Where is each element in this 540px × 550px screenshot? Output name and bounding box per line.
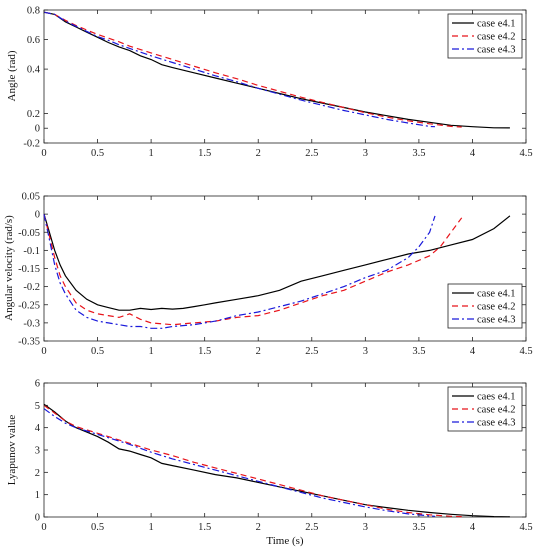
y-tick-label: 0.2 (27, 109, 40, 120)
y-tick-label: -0.2 (23, 139, 40, 150)
y-tick-label: 0.4 (27, 65, 41, 76)
ylabel-lyapunov: Lyapunov value (6, 415, 18, 486)
y-tick-label: 0.8 (27, 6, 40, 17)
legend-label: case e4.1 (477, 289, 515, 300)
plot-frame-angle (43, 9, 527, 144)
series-line-case-e4-1 (43, 213, 511, 311)
x-tick-label: 0 (41, 522, 46, 533)
x-tick-label: 2 (256, 346, 261, 357)
series-line-case-e4-1 (43, 11, 510, 129)
series-line-case-e4-2 (43, 11, 462, 128)
y-tick-label: 4 (35, 423, 41, 434)
legend-label: case e4.3 (477, 418, 515, 429)
series-line-case-e4-2 (43, 404, 462, 518)
x-tick-label: 3 (363, 346, 368, 357)
y-tick-label: 0 (35, 124, 40, 135)
legend-box (447, 386, 523, 432)
legend-box (447, 13, 523, 59)
x-tick-label: 1 (148, 522, 153, 533)
x-tick-label: 4 (470, 148, 476, 159)
xlabel-time: Time (s) (266, 535, 304, 547)
y-tick-label: -0.35 (18, 337, 40, 348)
series-line-caes-e4-1 (43, 403, 510, 518)
x-tick-label: 2.5 (305, 522, 318, 533)
x-tick-label: 4.5 (519, 346, 532, 357)
series-line-case-e4-2 (43, 213, 463, 326)
y-tick-label: -0.05 (18, 228, 40, 239)
x-tick-label: 1 (148, 346, 153, 357)
x-tick-label: 0.5 (91, 148, 104, 159)
x-tick-label: 2 (256, 148, 261, 159)
x-tick-label: 0.5 (91, 346, 104, 357)
x-tick-label: 1 (148, 148, 153, 159)
y-tick-label: -0.25 (18, 300, 40, 311)
panel-angular-velocity: 0 0.5 1 1.5 2 2.5 3 3.5 4 4.5 -0.35 -0.3 -0.25 -0.2 -… (3, 192, 533, 358)
legend-label: case e4.2 (477, 405, 515, 416)
x-tick-label: 3.5 (412, 522, 425, 533)
x-tick-label: 4.5 (519, 148, 532, 159)
x-tick-label: 1.5 (198, 148, 211, 159)
legend-angular-velocity: case e4.1 case e4.2 case e4.3 (447, 283, 523, 329)
x-tick-label: 4 (470, 346, 476, 357)
x-tick-label: 3.5 (412, 148, 425, 159)
x-tick-label: 3.5 (412, 346, 425, 357)
ylabel-angle: Angle (rad) (6, 50, 18, 101)
x-tick-label: 4.5 (519, 522, 532, 533)
legend-label: case e4.2 (477, 32, 515, 43)
legend-label: case e4.3 (477, 315, 515, 326)
x-tick-label: 3 (363, 522, 368, 533)
x-tick-label: 1.5 (198, 346, 211, 357)
y-tick-label: -0.1 (23, 246, 40, 257)
y-tick-label: 0 (35, 210, 40, 221)
y-tick-label: 2 (35, 468, 40, 479)
y-tick-label: 6 (35, 379, 40, 390)
y-tick-label: -0.3 (23, 318, 40, 329)
x-tick-label: 4 (470, 522, 476, 533)
x-tick-label: 0.5 (91, 522, 104, 533)
x-tick-label: 2.5 (305, 148, 318, 159)
y-tick-label: 1 (35, 490, 40, 501)
y-tick-label: 3 (35, 446, 40, 457)
y-tick-label: 0.05 (22, 192, 40, 203)
legend-lyapunov: caes e4.1 case e4.2 case e4.3 (447, 386, 523, 432)
y-tick-label: -0.15 (18, 264, 40, 275)
legend-label: case e4.3 (477, 45, 515, 56)
series-line-case-e4-3 (43, 213, 436, 329)
y-tick-label: -0.2 (23, 282, 40, 293)
legend-label: case e4.1 (477, 19, 515, 30)
series-line-case-e4-3 (43, 408, 436, 517)
series-line-case-e4-3 (43, 11, 436, 128)
x-tick-label: 3 (363, 148, 368, 159)
x-tick-label: 1.5 (198, 522, 211, 533)
x-tick-label: 2 (256, 522, 261, 533)
y-tick-label: 5 (35, 401, 40, 412)
y-tick-label: 0 (35, 513, 40, 524)
ylabel-angular-velocity: Angular velocity (rad/s) (3, 215, 15, 321)
y-tick-label: 0.6 (27, 35, 40, 46)
legend-box (447, 283, 523, 329)
x-tick-label: 0 (41, 346, 46, 357)
panel-angle: 0 0.5 1 1.5 2 2.5 3 3.5 4 4.5 -0.200.20.40.60.8 A… (6, 6, 533, 160)
x-tick-label: 2.5 (305, 346, 318, 357)
x-tick-label: 0 (41, 148, 46, 159)
legend-label: case e4.2 (477, 302, 515, 313)
legend-label: caes e4.1 (477, 392, 515, 403)
legend-angle: case e4.1 case e4.2 case e4.3 (447, 13, 523, 59)
panel-lyapunov: 0 0.5 1 1.5 2 2.5 3 3.5 4 4.5 0 1 2 3 4 5 6 Lyapunov va… (6, 379, 533, 534)
